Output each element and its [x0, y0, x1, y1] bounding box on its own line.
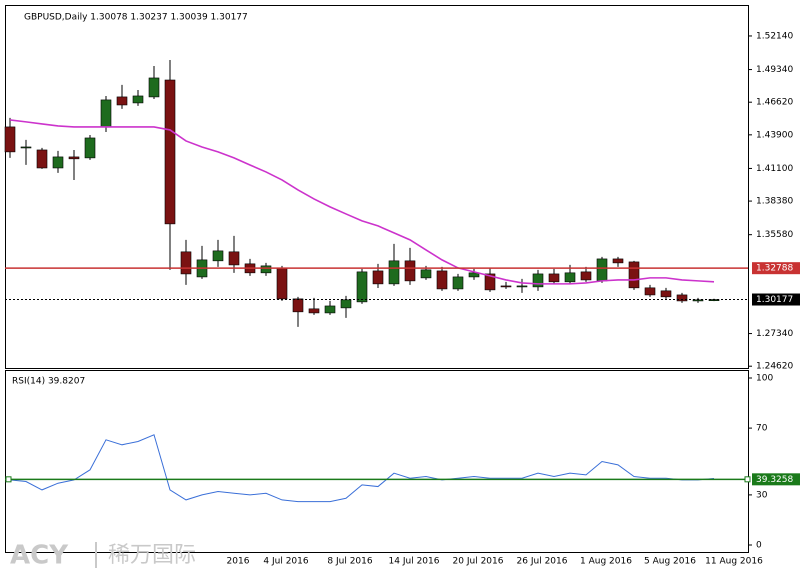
- y-tick-label: 1.41100: [756, 164, 793, 174]
- main-panel: [5, 5, 749, 369]
- candle-body: [260, 265, 272, 274]
- y-tick-label: 1.24620: [756, 362, 793, 372]
- candle-body: [532, 273, 544, 288]
- candle-body: [4, 126, 16, 153]
- candle-body: [484, 273, 496, 291]
- candle-body: [676, 294, 688, 302]
- y-tick-label: 1.35580: [756, 230, 793, 240]
- chart-title: GBPUSD,Daily 1.30078 1.30237 1.30039 1.3…: [24, 13, 248, 23]
- y-tick-label: 1.27340: [756, 329, 793, 339]
- x-tick-label: 20 Jul 2016: [453, 557, 504, 567]
- candle-body: [228, 251, 240, 266]
- candle-body: [84, 137, 96, 159]
- candle-body: [660, 290, 672, 298]
- candle-body: [116, 96, 128, 106]
- candle-body: [20, 146, 32, 149]
- candle-body: [596, 258, 608, 282]
- candle-body: [52, 156, 64, 169]
- candle-body: [132, 95, 144, 104]
- candle-body: [324, 305, 336, 314]
- x-tick-label: 2016: [227, 557, 250, 567]
- candle-body: [548, 273, 560, 283]
- level-label: 39.3258: [756, 475, 793, 485]
- y-tick-label: 1.49340: [756, 65, 793, 75]
- candle-body: [372, 270, 384, 285]
- level-marker: [5, 476, 12, 483]
- candle-body: [468, 272, 480, 278]
- x-tick-label: 5 Aug 2016: [644, 557, 696, 567]
- candle-body: [276, 267, 288, 300]
- level-label-box: [752, 262, 800, 275]
- rsi-line: [9, 434, 715, 503]
- candle-body: [580, 271, 592, 281]
- candle-body: [516, 285, 528, 288]
- x-tick-label: 14 Jul 2016: [389, 557, 440, 567]
- candle-body: [612, 258, 624, 264]
- level-label: 1.30177: [756, 295, 793, 305]
- candle-body: [340, 299, 352, 309]
- candle-body: [436, 270, 448, 290]
- candle-body: [180, 251, 192, 275]
- y-tick-label: 0: [756, 541, 762, 551]
- moving-average-line: [9, 119, 715, 285]
- x-tick-label: 26 Jul 2016: [517, 557, 568, 567]
- level-label-box: [752, 473, 800, 486]
- candle-body: [100, 99, 112, 128]
- x-tick-label: 1 Aug 2016: [580, 557, 632, 567]
- candle-body: [356, 271, 368, 303]
- candle-body: [388, 260, 400, 285]
- candle-body: [148, 77, 160, 98]
- candle-body: [500, 285, 512, 288]
- y-tick-label: 1.52140: [756, 31, 793, 41]
- candle-body: [404, 260, 416, 282]
- candle-body: [164, 79, 176, 225]
- candle-body: [564, 272, 576, 283]
- x-tick-label: 4 Jul 2016: [263, 557, 308, 567]
- candle-body: [644, 287, 656, 296]
- level-label-box: [752, 293, 800, 306]
- level-label: 1.32788: [756, 264, 793, 274]
- candle-body: [292, 298, 304, 313]
- y-tick-label: 70: [756, 424, 768, 434]
- candle-body: [308, 308, 320, 314]
- y-tick-label: 1.46620: [756, 98, 793, 108]
- watermark-name: 稀万国际: [108, 543, 196, 568]
- y-tick-label: 1.38380: [756, 197, 793, 207]
- y-tick-label: 1.43900: [756, 130, 793, 140]
- candle-body: [420, 269, 432, 279]
- rsi-title: RSI(14) 39.8207: [12, 377, 85, 387]
- y-tick-label: 30: [756, 490, 768, 500]
- y-tick-label: 100: [756, 374, 773, 384]
- candle-body: [212, 250, 224, 262]
- x-tick-label: 8 Jul 2016: [327, 557, 372, 567]
- watermark-brand: ACY: [10, 541, 69, 571]
- x-tick-label: 11 Aug 2016: [705, 557, 763, 567]
- candle-body: [68, 156, 80, 160]
- candle-body: [628, 261, 640, 289]
- candle-body: [452, 276, 464, 290]
- level-marker: [744, 476, 751, 483]
- candle-body: [36, 149, 48, 169]
- rsi-panel: [5, 370, 749, 553]
